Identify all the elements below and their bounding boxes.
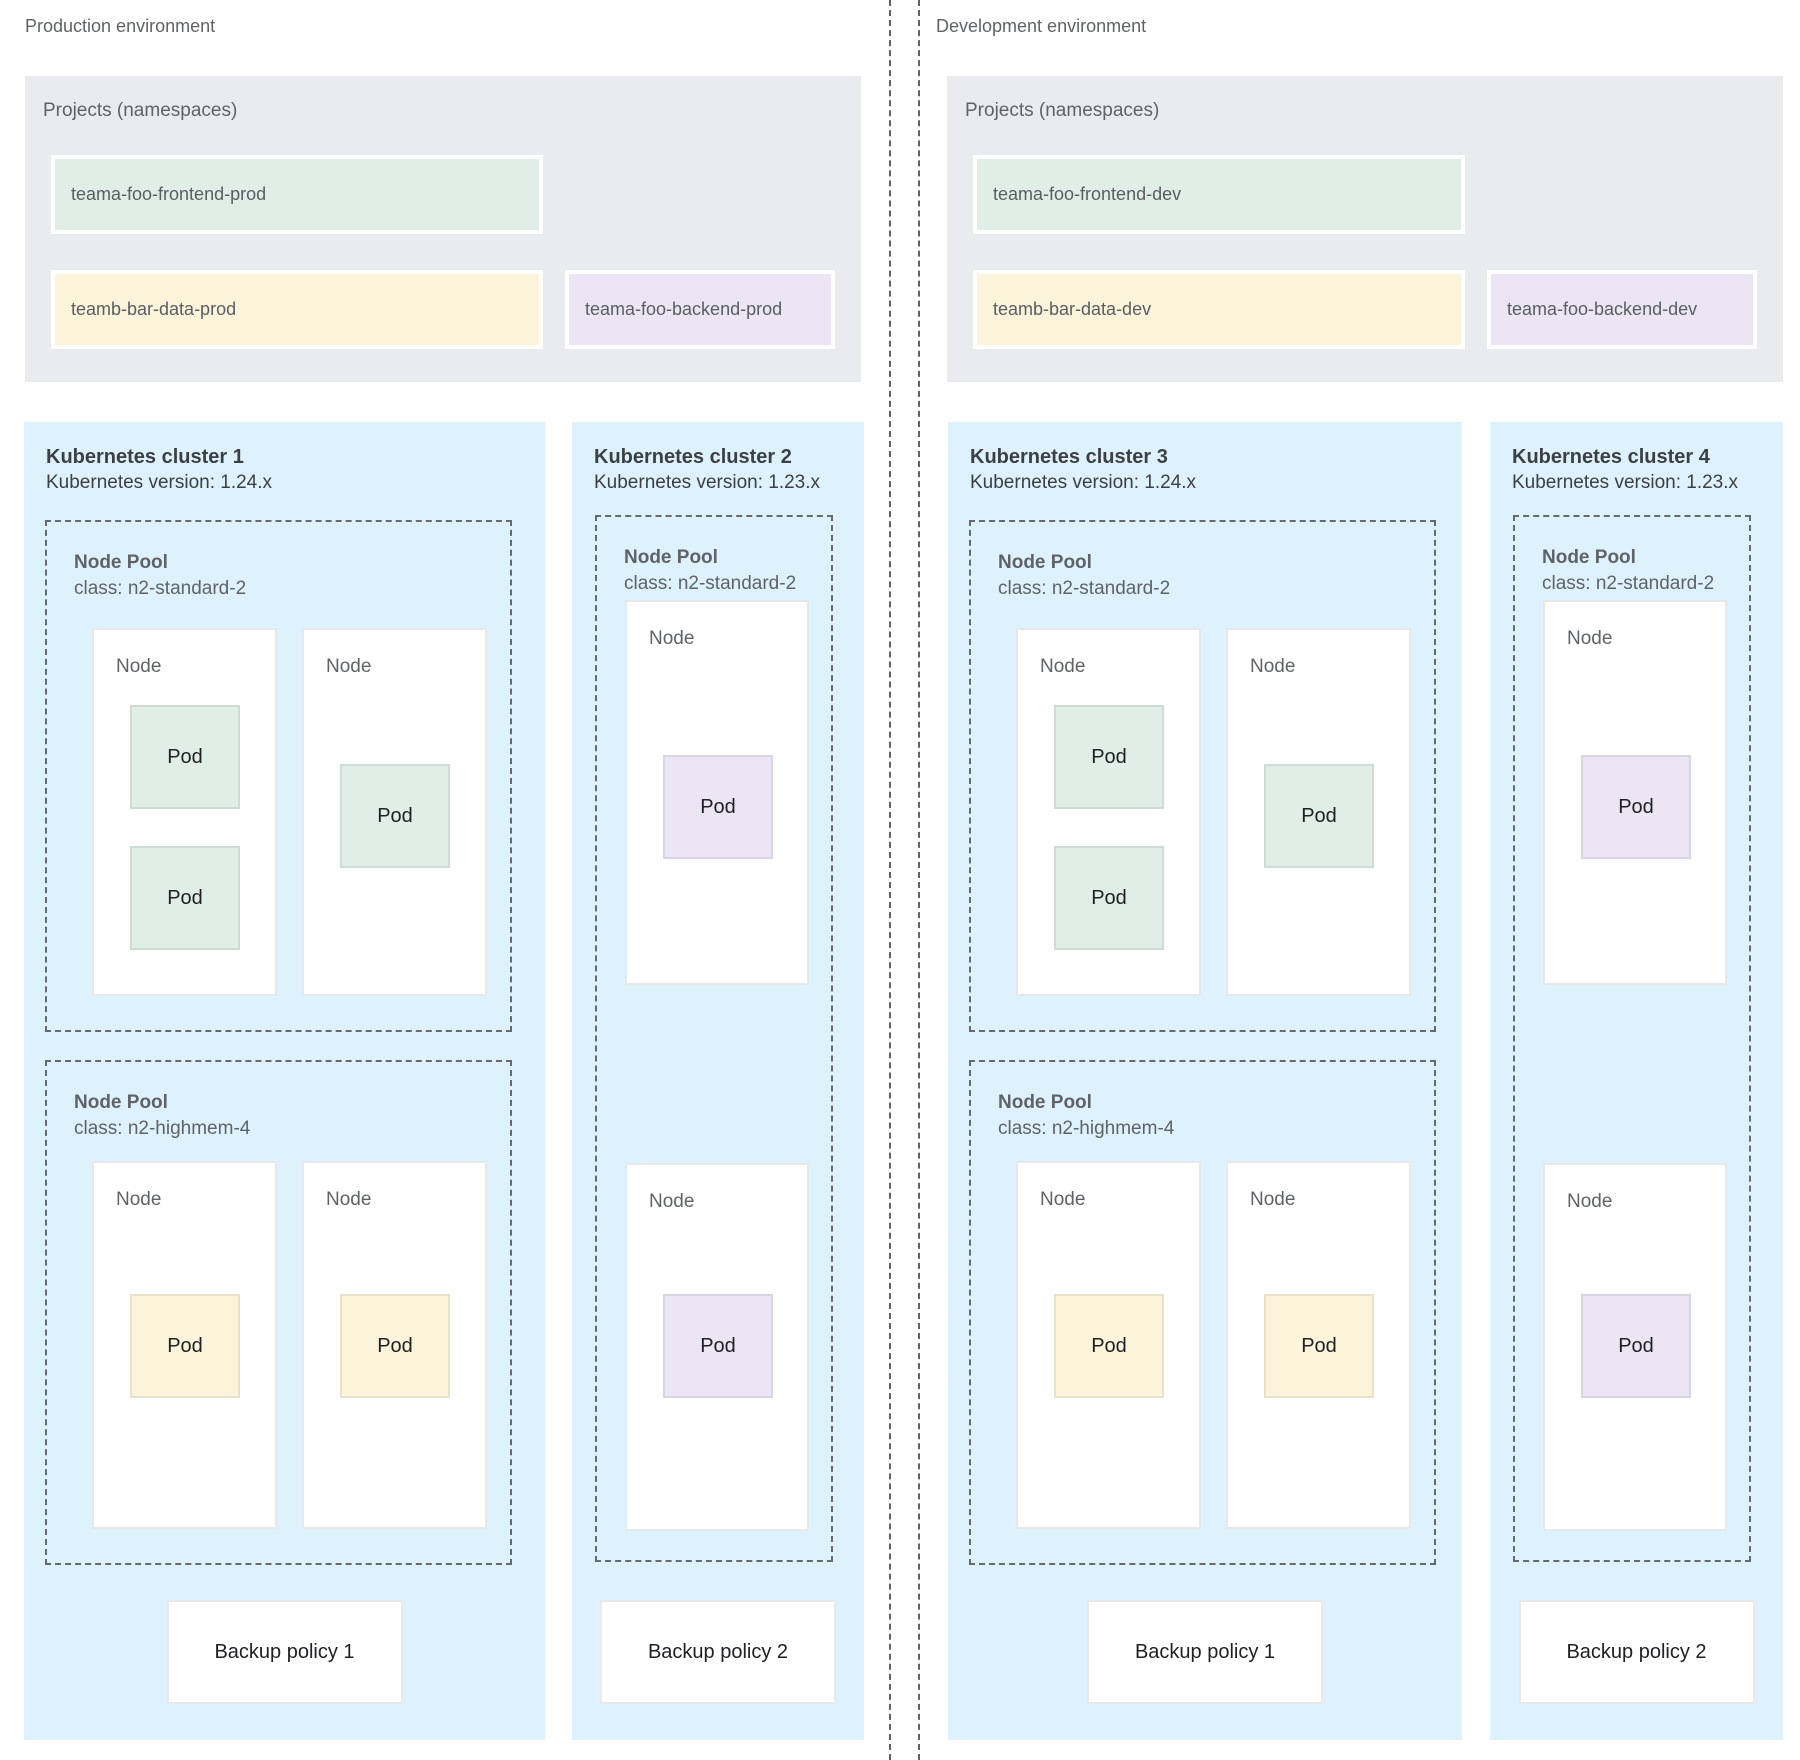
cluster-version: Kubernetes version: 1.23.x: [1512, 472, 1739, 493]
namespace-teamb-bar-data-prod: teamb-bar-data-prod: [51, 270, 543, 349]
node-pool-n2-standard-2: Node Pool class: n2-standard-2 Node Pod …: [595, 515, 833, 1562]
node-box: Node Pod Pod: [1016, 628, 1201, 996]
node-pool-n2-standard-2: Node Pool class: n2-standard-2 Node Pod …: [45, 520, 512, 1032]
cluster-title: Kubernetes cluster 4: [1512, 446, 1710, 468]
pod-box: Pod: [130, 1294, 240, 1398]
namespace-teamb-bar-data-dev: teamb-bar-data-dev: [973, 270, 1465, 349]
pod-box: Pod: [663, 1294, 773, 1398]
node-box: Node Pod: [302, 628, 487, 996]
pod-box: Pod: [340, 1294, 450, 1398]
backup-policy-2-box: Backup policy 2: [1518, 1600, 1755, 1704]
environment-divider-line-right: [918, 0, 920, 1760]
node-pool-label: Node Pool: [624, 547, 718, 568]
node-pool-class: class: n2-highmem-4: [74, 1118, 251, 1139]
pod-box: Pod: [1264, 1294, 1374, 1398]
node-pool-n2-highmem-4: Node Pool class: n2-highmem-4 Node Pod N…: [969, 1060, 1436, 1565]
node-label: Node: [1250, 656, 1296, 677]
node-box: Node Pod: [1543, 1163, 1727, 1531]
node-label: Node: [116, 1189, 162, 1210]
node-label: Node: [1250, 1189, 1296, 1210]
node-pool-label: Node Pool: [998, 552, 1092, 573]
node-pool-label: Node Pool: [74, 1092, 168, 1113]
node-label: Node: [1040, 656, 1086, 677]
cluster-version: Kubernetes version: 1.24.x: [46, 472, 273, 493]
cluster-title: Kubernetes cluster 1: [46, 446, 244, 468]
node-pool-class: class: n2-standard-2: [624, 573, 797, 594]
node-label: Node: [326, 656, 372, 677]
node-box: Node Pod: [1543, 600, 1727, 985]
node-label: Node: [649, 1191, 695, 1212]
node-box: Node Pod Pod: [92, 628, 277, 996]
backup-policy-1-box: Backup policy 1: [166, 1600, 403, 1704]
cluster-version: Kubernetes version: 1.24.x: [970, 472, 1197, 493]
node-pool-n2-highmem-4: Node Pool class: n2-highmem-4 Node Pod N…: [45, 1060, 512, 1565]
node-label: Node: [649, 628, 695, 649]
pod-box: Pod: [1581, 1294, 1691, 1398]
pod-box: Pod: [1581, 755, 1691, 859]
node-pool-label: Node Pool: [998, 1092, 1092, 1113]
environment-divider-line-left: [889, 0, 891, 1760]
node-label: Node: [1040, 1189, 1086, 1210]
pod-box: Pod: [1054, 1294, 1164, 1398]
node-label: Node: [1567, 1191, 1613, 1212]
node-pool-class: class: n2-highmem-4: [998, 1118, 1175, 1139]
node-box: Node Pod: [1226, 628, 1411, 996]
node-pool-label: Node Pool: [74, 552, 168, 573]
pod-box: Pod: [1054, 846, 1164, 950]
node-label: Node: [116, 656, 162, 677]
pod-box: Pod: [1264, 764, 1374, 868]
cluster-title: Kubernetes cluster 2: [594, 446, 792, 468]
namespace-teama-foo-backend-dev: teama-foo-backend-dev: [1487, 270, 1757, 349]
pod-box: Pod: [130, 705, 240, 809]
node-box: Node Pod: [625, 1163, 809, 1531]
projects-panel-production: Projects (namespaces) teama-foo-frontend…: [25, 76, 861, 382]
node-pool-n2-standard-2: Node Pool class: n2-standard-2 Node Pod …: [969, 520, 1436, 1032]
environment-label-development: Development environment: [936, 16, 1147, 36]
projects-title: Projects (namespaces): [43, 100, 238, 121]
node-pool-n2-standard-2: Node Pool class: n2-standard-2 Node Pod …: [1513, 515, 1751, 1562]
node-label: Node: [1567, 628, 1613, 649]
node-box: Node Pod: [625, 600, 809, 985]
kubernetes-cluster-2: Kubernetes cluster 2 Kubernetes version:…: [572, 422, 864, 1740]
node-pool-class: class: n2-standard-2: [998, 578, 1171, 599]
backup-policy-2-box: Backup policy 2: [600, 1600, 836, 1704]
namespace-teama-foo-frontend-dev: teama-foo-frontend-dev: [973, 155, 1465, 234]
node-label: Node: [326, 1189, 372, 1210]
node-box: Node Pod: [1016, 1161, 1201, 1529]
namespace-teama-foo-backend-prod: teama-foo-backend-prod: [565, 270, 835, 349]
node-pool-class: class: n2-standard-2: [74, 578, 247, 599]
pod-box: Pod: [663, 755, 773, 859]
node-box: Node Pod: [302, 1161, 487, 1529]
pod-box: Pod: [130, 846, 240, 950]
environment-label-production: Production environment: [25, 16, 216, 36]
projects-title: Projects (namespaces): [965, 100, 1160, 121]
pod-box: Pod: [340, 764, 450, 868]
node-pool-label: Node Pool: [1542, 547, 1636, 568]
cluster-version: Kubernetes version: 1.23.x: [594, 472, 821, 493]
backup-policy-1-box: Backup policy 1: [1087, 1600, 1323, 1704]
node-box: Node Pod: [92, 1161, 277, 1529]
projects-panel-development: Projects (namespaces) teama-foo-frontend…: [947, 76, 1783, 382]
kubernetes-cluster-1: Kubernetes cluster 1 Kubernetes version:…: [24, 422, 545, 1740]
node-box: Node Pod: [1226, 1161, 1411, 1529]
node-pool-class: class: n2-standard-2: [1542, 573, 1715, 594]
kubernetes-cluster-3: Kubernetes cluster 3 Kubernetes version:…: [948, 422, 1462, 1740]
pod-box: Pod: [1054, 705, 1164, 809]
cluster-title: Kubernetes cluster 3: [970, 446, 1168, 468]
kubernetes-cluster-4: Kubernetes cluster 4 Kubernetes version:…: [1490, 422, 1783, 1740]
namespace-teama-foo-frontend-prod: teama-foo-frontend-prod: [51, 155, 543, 234]
